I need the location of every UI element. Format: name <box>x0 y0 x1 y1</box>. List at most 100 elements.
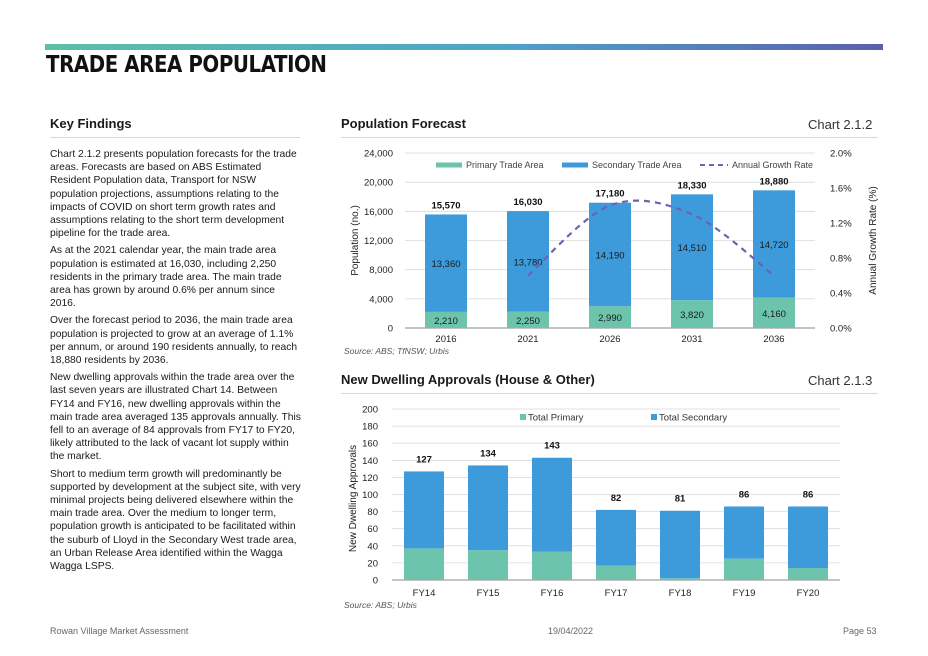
y-tick-label: 16,000 <box>364 207 393 218</box>
data-label-secondary: 13,360 <box>431 259 460 270</box>
chart-source: Source: ABS; Urbis <box>344 600 417 610</box>
data-label-primary: 2,990 <box>598 313 622 324</box>
data-label-primary: 2,210 <box>434 316 458 327</box>
key-findings-paragraph: Chart 2.1.2 presents population forecast… <box>50 149 297 240</box>
y-tick-label: 24,000 <box>364 149 393 160</box>
data-label-secondary: 13,780 <box>513 257 542 268</box>
bar-secondary <box>404 471 444 549</box>
data-label-total: 82 <box>611 493 622 504</box>
key-findings-paragraph: As at the 2021 calendar year, the main t… <box>50 245 282 310</box>
x-tick-label: FY15 <box>477 588 500 599</box>
bar-primary <box>753 297 795 328</box>
bar-secondary <box>753 190 795 298</box>
x-tick-label: 2026 <box>599 334 620 345</box>
divider <box>50 137 300 138</box>
y-tick-label: 0 <box>388 324 393 335</box>
header-accent-bar <box>45 44 883 50</box>
y-tick-label: 4,000 <box>369 294 393 305</box>
x-tick-label: FY14 <box>413 588 436 599</box>
bar-primary <box>425 311 467 328</box>
y-tick-label: 8,000 <box>369 265 393 276</box>
series-line-growth-rate <box>527 199 775 277</box>
key-findings-paragraph: Over the forecast period to 2036, the ma… <box>50 315 298 367</box>
legend-label: Primary Trade Area <box>466 160 544 170</box>
bar-primary <box>788 568 828 580</box>
bar-secondary <box>532 457 572 552</box>
bar-primary <box>671 300 713 328</box>
y-tick-label: 0 <box>373 576 378 587</box>
data-label-secondary: 14,720 <box>759 240 788 251</box>
y-tick-label: 80 <box>367 507 378 518</box>
y-tick-label: 12,000 <box>364 236 393 247</box>
dwelling-approvals-chart: 0 20 40 60 80 100 120 140 160 180 200 New Dwelling … <box>348 405 840 599</box>
x-tick-label: FY17 <box>605 588 628 599</box>
y2-tick-label: 0.0% <box>830 324 852 335</box>
legend-label: Annual Growth Rate <box>732 160 813 170</box>
footer-document-title: Rowan Village Market Assessment <box>50 626 189 636</box>
key-findings-paragraph: New dwelling approvals within the trade … <box>50 372 301 463</box>
dwelling-approvals-heading: New Dwelling Approvals (House & Other) <box>341 372 595 387</box>
legend-swatch-primary <box>436 162 462 168</box>
data-label-total: 18,330 <box>677 180 706 191</box>
legend-swatch-primary <box>520 414 526 420</box>
bar-primary <box>468 550 508 580</box>
chart-source: Source: ABS; TfNSW; Urbis <box>344 346 450 356</box>
bar-primary <box>724 558 764 580</box>
data-label-total: 15,570 <box>431 200 460 211</box>
bar-secondary <box>788 506 828 569</box>
legend-swatch-secondary <box>651 414 657 420</box>
y2-tick-label: 0.4% <box>830 289 852 300</box>
bar-primary <box>660 578 700 580</box>
y-tick-label: 40 <box>367 541 378 552</box>
data-label-total: 86 <box>803 489 814 500</box>
y-tick-label: 60 <box>367 524 378 535</box>
data-label-total: 18,880 <box>759 176 788 187</box>
y-tick-label: 20,000 <box>364 178 393 189</box>
divider <box>341 393 878 394</box>
y2-tick-label: 1.2% <box>830 219 852 230</box>
y2-tick-label: 2.0% <box>830 149 852 160</box>
y2-tick-label: 1.6% <box>830 184 852 195</box>
y-axis-label: New Dwelling Approvals <box>348 445 359 552</box>
bar-secondary <box>596 509 636 566</box>
y-tick-label: 100 <box>362 490 378 501</box>
bar-secondary <box>589 202 631 307</box>
x-tick-label: FY19 <box>733 588 756 599</box>
key-findings-heading: Key Findings <box>50 116 132 131</box>
bar-secondary <box>724 506 764 559</box>
y-tick-label: 20 <box>367 558 378 569</box>
data-label-total: 134 <box>480 448 497 459</box>
bar-primary <box>596 565 636 580</box>
x-tick-label: FY20 <box>797 588 820 599</box>
bar-secondary <box>507 211 549 312</box>
y2-axis-label: Annual Growth Rate (%) <box>868 186 879 294</box>
key-findings-paragraph: Short to medium term growth will predomi… <box>50 468 301 573</box>
bar-secondary <box>425 214 467 312</box>
population-forecast-chart: 0 4,000 8,000 12,000 16,000 20,000 24,000 0.0% 0… <box>350 149 879 346</box>
data-label-total: 17,180 <box>595 189 624 200</box>
x-tick-label: FY18 <box>669 588 692 599</box>
y-axis-label: Population (no.) <box>350 205 361 276</box>
y-tick-label: 140 <box>362 456 378 467</box>
chart-number: Chart 2.1.3 <box>808 373 873 388</box>
bar-primary <box>532 551 572 580</box>
legend-label: Total Primary <box>528 413 584 424</box>
x-tick-label: 2021 <box>517 334 538 345</box>
y-tick-label: 180 <box>362 422 378 433</box>
divider <box>341 137 878 138</box>
data-label-secondary: 14,510 <box>677 243 706 254</box>
bar-primary <box>589 306 631 328</box>
chart-number: Chart 2.1.2 <box>808 117 873 132</box>
population-forecast-heading: Population Forecast <box>341 116 466 131</box>
legend-label: Total Secondary <box>659 413 727 424</box>
page-title: TRADE AREA POPULATION <box>46 52 327 78</box>
y-tick-label: 120 <box>362 473 378 484</box>
bar-secondary <box>671 194 713 301</box>
x-tick-label: 2016 <box>435 334 456 345</box>
legend-label: Secondary Trade Area <box>592 160 682 170</box>
data-label-total: 143 <box>544 441 560 452</box>
data-label-total: 86 <box>739 489 750 500</box>
x-tick-label: 2036 <box>763 334 784 345</box>
bar-secondary <box>660 510 700 579</box>
x-tick-label: FY16 <box>541 588 564 599</box>
